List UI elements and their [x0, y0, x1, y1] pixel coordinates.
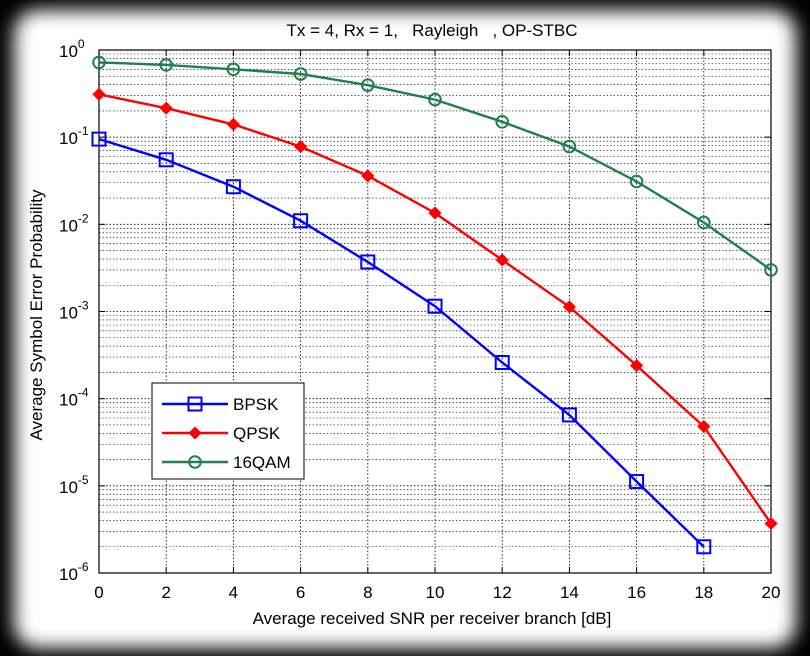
data-point-16qam	[428, 92, 442, 107]
series-line-bpsk	[98, 137, 705, 548]
legend-label-qpsk: QPSK	[233, 424, 281, 443]
y-tick-label: 10-6	[59, 560, 89, 584]
data-point-qpsk	[764, 516, 778, 531]
data-point-16qam	[697, 215, 711, 230]
data-point-16qam	[159, 58, 173, 72]
legend: BPSK QPSK 16QAM	[151, 382, 305, 480]
legend-label-16qam: 16QAM	[233, 453, 291, 472]
data-point-bpsk	[494, 354, 510, 370]
data-point-qpsk	[630, 358, 644, 373]
data-point-16qam	[226, 62, 241, 77]
data-point-qpsk	[562, 300, 576, 314]
x-tick-label: 10	[426, 583, 445, 602]
y-tick-label: 10-2	[59, 211, 89, 235]
x-tick-label: 2	[161, 583, 170, 602]
chart-title: Tx = 4, Rx = 1, Rayleigh , OP-STBC	[287, 21, 578, 40]
data-point-bpsk	[360, 254, 376, 270]
y-tick-label: 10-4	[59, 386, 89, 410]
data-point-bpsk	[561, 407, 577, 423]
x-tick-label: 8	[363, 583, 372, 602]
data-point-16qam	[629, 174, 644, 189]
y-axis-label: Average Symbol Error Probability	[27, 189, 46, 441]
x-tick-label: 12	[493, 583, 512, 602]
data-point-qpsk	[697, 419, 711, 434]
series-line-16qam	[98, 61, 772, 271]
data-point-bpsk	[293, 213, 309, 229]
data-point-bpsk	[225, 179, 241, 195]
data-point-qpsk	[428, 206, 442, 220]
x-tick-label: 18	[694, 583, 713, 602]
data-point-qpsk	[92, 87, 106, 101]
y-tick-label: 10-3	[59, 299, 89, 323]
data-point-16qam	[562, 139, 577, 154]
data-point-16qam	[92, 55, 106, 70]
y-tick-label: 100	[59, 37, 85, 61]
data-point-qpsk	[159, 101, 173, 115]
data-point-16qam	[495, 115, 510, 129]
x-tick-label: 20	[762, 583, 781, 602]
data-point-qpsk	[294, 140, 308, 154]
data-point-bpsk	[696, 539, 712, 555]
x-axis-label: Average received SNR per receiver branch…	[253, 609, 612, 628]
data-point-16qam	[361, 78, 375, 92]
data-point-bpsk	[629, 474, 645, 490]
x-tick-label: 14	[560, 583, 579, 602]
y-tick-label: 10-1	[59, 124, 89, 148]
data-point-qpsk	[226, 117, 240, 131]
x-tick-label: 4	[229, 583, 238, 602]
y-tick-label: 10-5	[59, 473, 89, 497]
x-tick-label: 6	[296, 583, 305, 602]
data-point-16qam	[764, 263, 778, 277]
x-tick-label: 16	[627, 583, 646, 602]
data-point-bpsk	[91, 131, 107, 147]
data-point-bpsk	[158, 152, 174, 168]
legend-label-bpsk: BPSK	[233, 395, 279, 414]
plot-area: 0 2 4 6 8 10 12 14 16 18 20 100 10-1 10-2 10-3 10-4 10-5…	[59, 37, 780, 602]
legend-marker-16qam	[188, 455, 202, 469]
data-point-bpsk	[427, 298, 443, 314]
data-point-16qam	[293, 67, 308, 81]
legend-marker-bpsk	[187, 396, 203, 412]
data-point-qpsk	[361, 169, 375, 183]
legend-marker-qpsk	[188, 426, 202, 440]
data-point-qpsk	[495, 253, 509, 267]
x-tick-label: 0	[94, 583, 103, 602]
